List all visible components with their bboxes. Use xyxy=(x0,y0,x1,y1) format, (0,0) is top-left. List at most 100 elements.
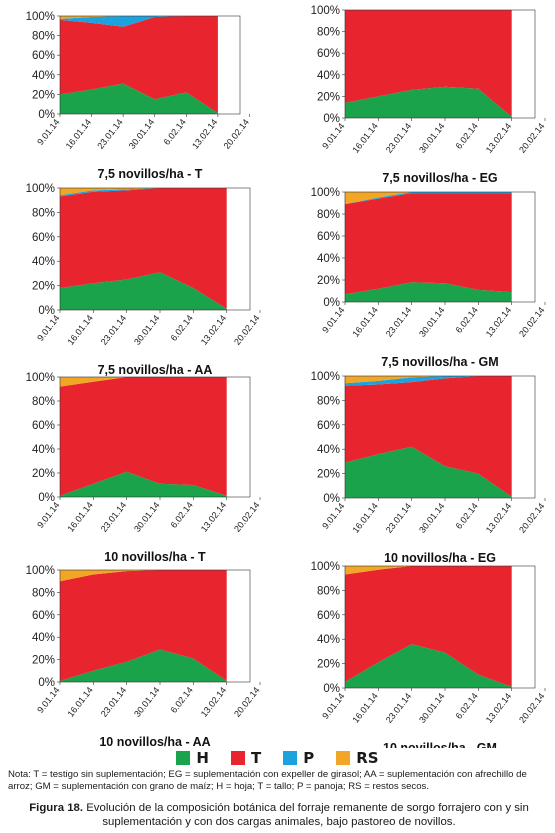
area-h xyxy=(345,446,512,498)
area-h xyxy=(345,644,512,688)
x-tick-label: 13.02.14 xyxy=(484,501,513,535)
y-tick-label: 40% xyxy=(317,634,340,646)
y-tick-label: 0% xyxy=(38,109,55,121)
area-h xyxy=(345,86,512,118)
x-tick-label: 13.02.14 xyxy=(484,691,513,725)
area-h xyxy=(60,471,227,497)
x-tick-label: 9.01.14 xyxy=(320,305,346,335)
x-tick-label: 23.01.14 xyxy=(99,685,128,719)
legend-item-h: H xyxy=(176,749,209,767)
y-tick-label: 80% xyxy=(317,585,340,597)
x-tick-label: 23.01.14 xyxy=(99,313,128,347)
y-tick-label: 20% xyxy=(317,91,340,103)
x-tick-label: 6.02.14 xyxy=(454,305,480,335)
y-tick-label: 20% xyxy=(32,89,55,101)
x-tick-label: 16.01.14 xyxy=(350,121,379,155)
y-tick-label: 20% xyxy=(317,275,340,287)
plot-frame xyxy=(344,191,536,303)
x-tick-label: 30.01.14 xyxy=(132,500,161,534)
footnote: Nota: T = testigo sin suplementación; EG… xyxy=(8,769,527,792)
chart-title: 7,5 novillos/ha - AA xyxy=(98,363,213,377)
chart-title: 7,5 novillos/ha - GM xyxy=(381,355,498,369)
x-tick-label: 23.01.14 xyxy=(95,117,124,151)
chart-title: 10 novillos/ha - EG xyxy=(384,551,496,565)
x-tick-label: 23.01.14 xyxy=(384,501,413,535)
legend-label-h: H xyxy=(196,749,209,767)
y-tick-label: 0% xyxy=(38,492,55,504)
area-p xyxy=(60,188,227,197)
area-t xyxy=(345,566,512,687)
chart-title: 10 novillos/ha - T xyxy=(104,550,206,564)
area-t xyxy=(345,376,512,497)
x-tick-label: 13.02.14 xyxy=(190,117,219,151)
x-tick-label: 20.02.14 xyxy=(222,117,251,151)
y-tick-label: 20% xyxy=(32,468,55,480)
x-tick-label: 6.02.14 xyxy=(454,121,480,151)
x-tick-label: 9.01.14 xyxy=(35,685,61,715)
x-tick-label: 30.01.14 xyxy=(417,691,446,725)
y-tick-label: 0% xyxy=(323,113,340,125)
x-tick-label: 9.01.14 xyxy=(320,501,346,531)
y-tick-label: 80% xyxy=(32,207,55,219)
plot-frame xyxy=(59,187,251,311)
legend-item-p: P xyxy=(283,749,314,767)
area-rs xyxy=(60,570,227,582)
x-tick-label: 30.01.14 xyxy=(417,501,446,535)
y-tick-label: 60% xyxy=(317,48,340,60)
area-h xyxy=(345,282,512,302)
chart-title: 7,5 novillos/ha - EG xyxy=(382,171,497,185)
legend-label-t: T xyxy=(250,749,262,767)
area-h xyxy=(60,83,218,114)
y-tick-label: 100% xyxy=(311,371,340,383)
y-tick-label: 60% xyxy=(317,610,340,622)
area-t xyxy=(60,16,218,113)
plot-frame xyxy=(59,569,251,683)
legend-swatch-h xyxy=(176,751,191,765)
area-t xyxy=(345,193,512,295)
x-tick-label: 30.01.14 xyxy=(417,305,446,339)
x-tick-label: 20.02.14 xyxy=(517,121,546,155)
y-tick-label: 60% xyxy=(32,610,55,622)
legend-item-t: T xyxy=(230,749,262,767)
x-tick-label: 30.01.14 xyxy=(132,685,161,719)
y-tick-label: 20% xyxy=(32,655,55,667)
area-rs xyxy=(60,188,227,196)
y-tick-label: 100% xyxy=(311,5,340,17)
y-tick-label: 20% xyxy=(32,281,55,293)
legend: H T P RS xyxy=(0,748,555,768)
y-tick-label: 0% xyxy=(38,677,55,689)
charts-grid: 0%20%40%60%80%100%9.01.14 16.01.14 23.01.1… xyxy=(26,5,547,748)
x-tick-label: 20.02.14 xyxy=(517,305,546,339)
x-tick-label: 13.02.14 xyxy=(199,500,228,534)
x-tick-label: 9.01.14 xyxy=(35,117,61,147)
area-rs xyxy=(345,376,512,384)
x-tick-label: 6.02.14 xyxy=(454,501,480,531)
plot-frame xyxy=(344,9,536,119)
y-tick-label: 100% xyxy=(26,565,55,577)
x-tick-label: 6.02.14 xyxy=(454,691,480,721)
x-tick-label: 23.01.14 xyxy=(384,691,413,725)
area-p xyxy=(60,16,218,27)
x-tick-label: 20.02.14 xyxy=(232,313,261,347)
y-tick-label: 80% xyxy=(317,395,340,407)
plot-frame xyxy=(344,375,536,499)
x-tick-label: 16.01.14 xyxy=(350,305,379,339)
area-p xyxy=(345,192,512,205)
y-tick-label: 80% xyxy=(317,209,340,221)
plot-frame xyxy=(59,15,241,115)
area-rs xyxy=(60,377,227,387)
figure-caption: Figura 18. Evolución de la composición b… xyxy=(8,801,550,829)
legend-label-p: P xyxy=(303,749,315,767)
y-tick-label: 40% xyxy=(32,444,55,456)
chart-title: 10 novillos/ha - AA xyxy=(99,735,210,748)
legend-swatch-p xyxy=(283,751,298,765)
legend-swatch-t xyxy=(230,751,245,765)
figure-caption-text: Evolución de la composición botánica del… xyxy=(83,802,529,828)
x-tick-label: 23.01.14 xyxy=(384,121,413,155)
y-tick-label: 20% xyxy=(317,659,340,671)
y-tick-label: 100% xyxy=(311,561,340,573)
area-h xyxy=(60,272,227,310)
y-tick-label: 60% xyxy=(32,232,55,244)
area-t xyxy=(60,188,227,309)
y-tick-label: 0% xyxy=(323,683,340,695)
